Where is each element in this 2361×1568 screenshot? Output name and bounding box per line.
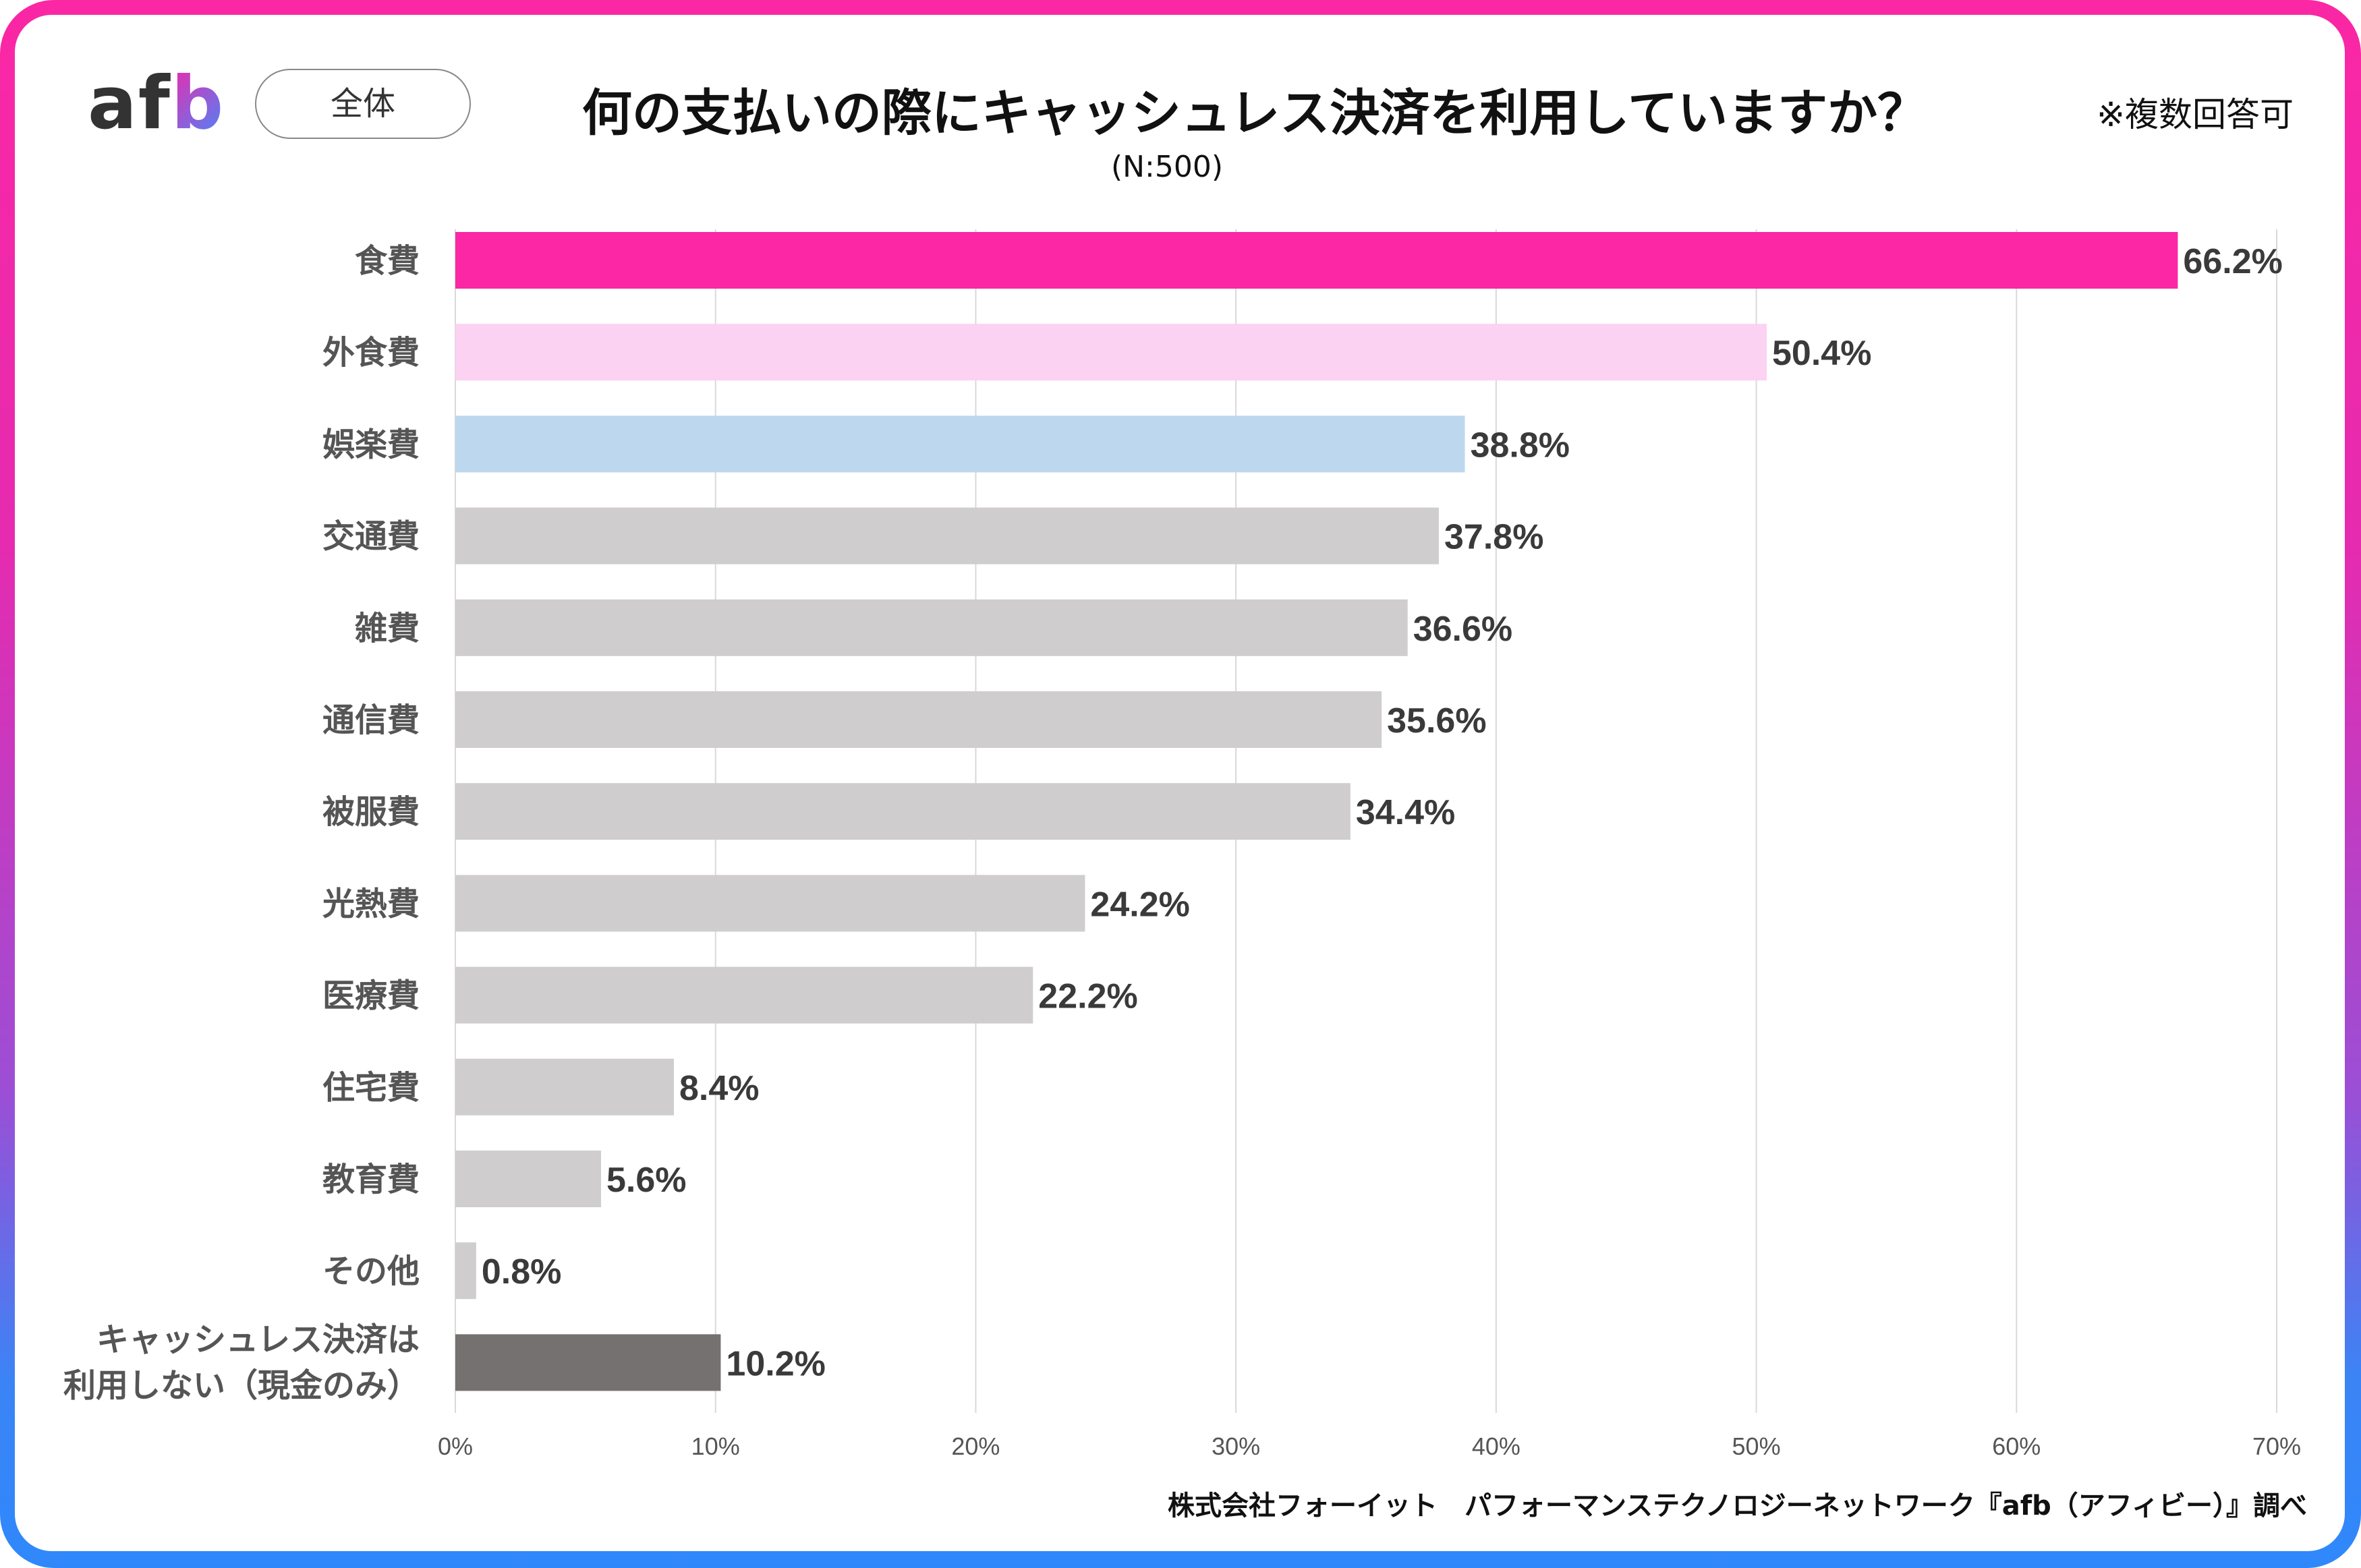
value-label: 5.6%	[606, 1161, 687, 1200]
category-label: 外食費	[322, 334, 420, 372]
chart-title: 何の支払いの際にキャッシュレス決済を利用していますか？	[581, 84, 1928, 142]
afb-logo: afb	[88, 67, 225, 140]
value-label: 37.8%	[1444, 518, 1543, 557]
category-label: 教育費	[322, 1161, 420, 1198]
category-label: 光熱費	[322, 885, 420, 923]
x-tick-label: 20%	[951, 1432, 1000, 1460]
logo-a: a	[88, 61, 138, 146]
category-label: 住宅費	[322, 1069, 420, 1107]
category-label: 娯楽費	[322, 426, 420, 463]
bar	[455, 1334, 721, 1391]
value-label: 66.2%	[2183, 242, 2282, 281]
bar	[455, 415, 1465, 473]
value-label: 24.2%	[1090, 885, 1189, 924]
bar	[455, 875, 1085, 932]
category-label: キャッシュレス決済は	[96, 1320, 420, 1358]
x-tick-label: 60%	[1992, 1432, 2041, 1460]
value-label: 35.6%	[1387, 701, 1486, 741]
value-label: 22.2%	[1038, 977, 1137, 1016]
x-tick-label: 10%	[691, 1432, 740, 1460]
value-label: 10.2%	[726, 1344, 825, 1383]
bar	[455, 324, 1767, 381]
category-label: 交通費	[322, 518, 420, 556]
logo-f: f	[138, 61, 171, 146]
bar	[455, 1058, 674, 1115]
category-label: 雑費	[354, 610, 420, 647]
value-label: 0.8%	[482, 1252, 562, 1291]
x-tick-label: 30%	[1212, 1432, 1260, 1460]
value-label: 8.4%	[679, 1069, 760, 1108]
sample-size: (N:500)	[1110, 150, 1224, 184]
value-label: 36.6%	[1413, 610, 1512, 649]
bar	[455, 783, 1350, 840]
category-label: 被服費	[322, 793, 420, 831]
bar	[455, 232, 2178, 289]
bar	[455, 966, 1033, 1024]
logo-b: b	[171, 61, 225, 146]
bar	[455, 507, 1439, 564]
bar	[455, 599, 1408, 656]
x-tick-label: 40%	[1472, 1432, 1520, 1460]
bar	[455, 691, 1382, 748]
category-label: 食費	[355, 242, 420, 280]
x-tick-label: 70%	[2252, 1432, 2301, 1460]
category-label: その他	[322, 1252, 420, 1290]
value-label: 34.4%	[1356, 793, 1455, 832]
x-tick-label: 0%	[438, 1432, 473, 1460]
multiple-answer-note: ※複数回答可	[2097, 95, 2294, 134]
category-label: 利用しない（現金のみ）	[63, 1366, 420, 1404]
category-label: 医療費	[322, 977, 420, 1015]
bar	[455, 1242, 476, 1300]
category-label: 通信費	[322, 701, 420, 739]
value-label: 50.4%	[1772, 334, 1871, 373]
source-credit: 株式会社フォーイット パフォーマンステクノロジーネットワーク『afb（アフィビー…	[1167, 1490, 2307, 1521]
bar	[455, 1151, 601, 1207]
value-label: 38.8%	[1471, 426, 1570, 465]
x-tick-label: 50%	[1732, 1432, 1781, 1460]
segment-pill: 全体	[255, 69, 471, 139]
